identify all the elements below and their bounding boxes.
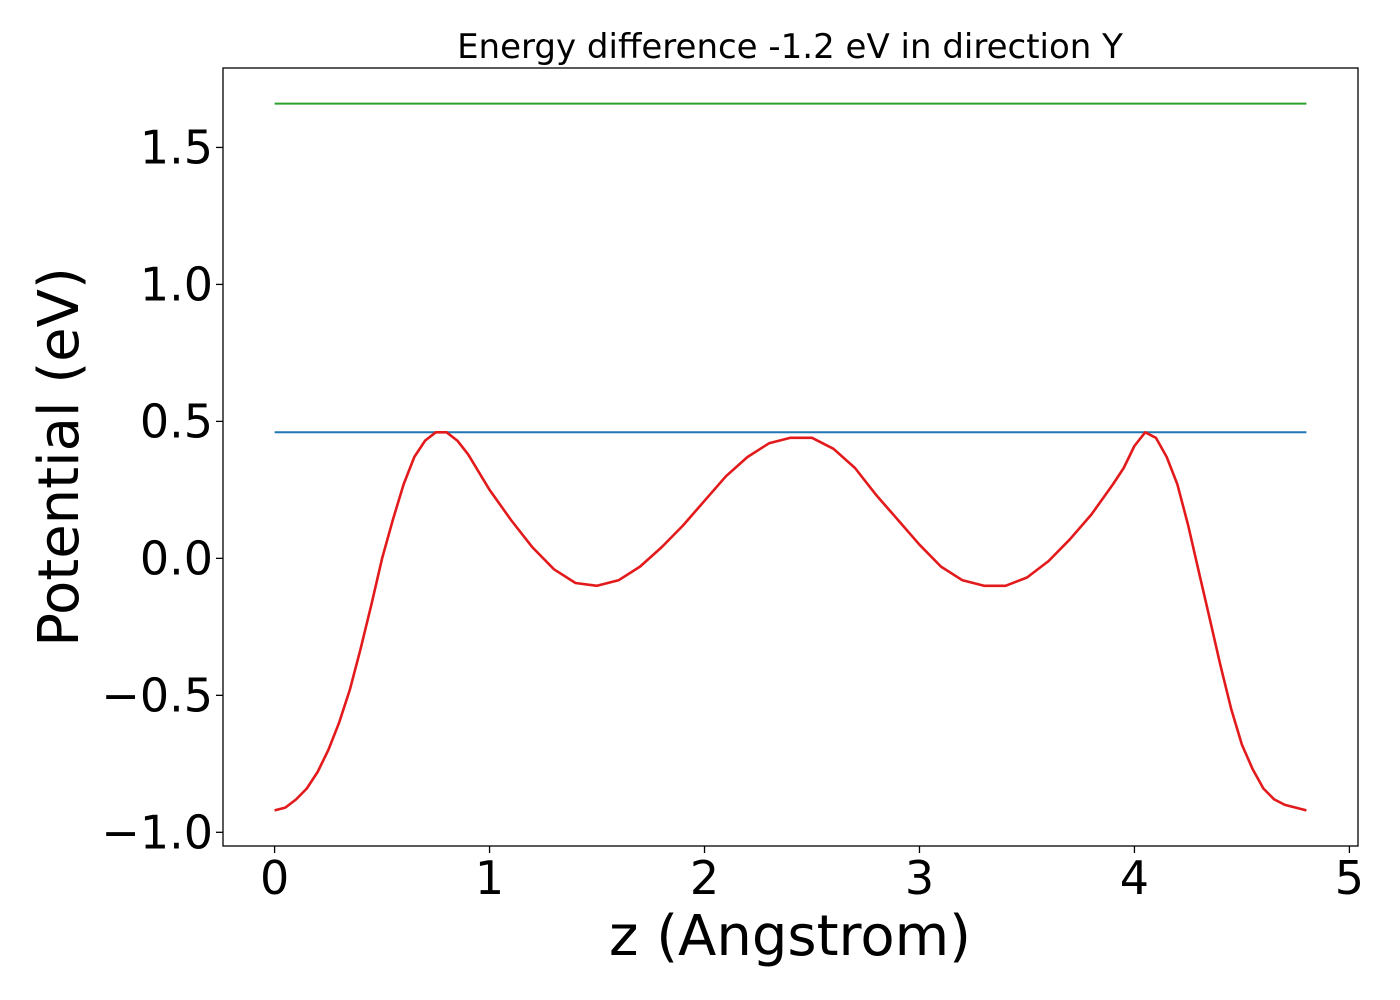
y-tick-label: 0.0 bbox=[140, 531, 213, 585]
plot-content bbox=[274, 102, 1307, 812]
y-tick-label: 1.5 bbox=[140, 120, 213, 174]
x-tick-label: 1 bbox=[475, 851, 504, 905]
y-axis: −1.0 −0.5 0.0 0.5 1.0 1.5 bbox=[101, 120, 223, 859]
y-tick-label: −1.0 bbox=[101, 805, 213, 859]
y-tick-label: 0.5 bbox=[140, 394, 213, 448]
y-tick-label: −0.5 bbox=[101, 668, 213, 722]
y-tick-label: 1.0 bbox=[140, 257, 213, 311]
chart-title: Energy difference -1.2 eV in direction Y bbox=[457, 27, 1123, 67]
series-line-2 bbox=[274, 430, 1307, 812]
x-tick-label: 0 bbox=[260, 851, 289, 905]
x-axis: 0 1 2 3 4 5 bbox=[260, 846, 1364, 905]
y-axis-label: Potential (eV) bbox=[27, 267, 92, 647]
x-tick-label: 5 bbox=[1335, 851, 1364, 905]
plot-frame bbox=[222, 67, 1359, 847]
x-tick-label: 2 bbox=[690, 851, 719, 905]
x-tick-label: 4 bbox=[1120, 851, 1149, 905]
x-tick-label: 3 bbox=[905, 851, 934, 905]
x-axis-label: z (Angstrom) bbox=[609, 904, 971, 969]
